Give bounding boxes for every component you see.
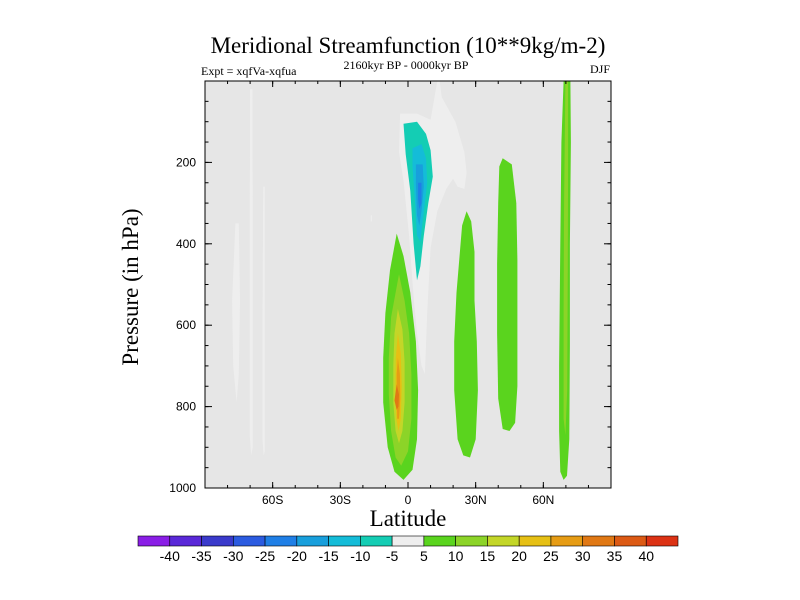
axis-ticks: 60S 30S 0 30N 60N 200 400 600 800 1000 bbox=[169, 81, 612, 507]
colorbar-label: 5 bbox=[420, 548, 428, 564]
colorbar-swatch bbox=[391, 535, 425, 547]
colorbar-swatch bbox=[232, 535, 266, 547]
colorbar-swatch bbox=[169, 535, 202, 547]
colorbar: -40 -35 -30 -25 -20 -15 -10 -5 5 10 15 20 25 30 35 40 bbox=[137, 535, 679, 564]
y-axis-label: Pressure (in hPa) bbox=[118, 208, 143, 365]
colorbar-label: -15 bbox=[318, 548, 338, 564]
y-tick-label: 400 bbox=[176, 237, 196, 251]
colorbar-swatch bbox=[614, 535, 647, 547]
colorbar-swatch bbox=[550, 535, 584, 547]
contour-nh-band-10 bbox=[563, 81, 569, 436]
x-tick-label: 30N bbox=[465, 493, 487, 507]
colorbar-swatch bbox=[328, 535, 361, 547]
x-axis-label: Latitude bbox=[370, 506, 447, 531]
contour-trop-neg-25 bbox=[418, 182, 422, 210]
left-label: Expt = xqfVa-xqfua bbox=[201, 64, 297, 78]
contour-sh-dot bbox=[370, 215, 372, 222]
x-tick-label: 60N bbox=[532, 493, 554, 507]
colorbar-label: 25 bbox=[543, 548, 559, 564]
x-tick-label: 30S bbox=[330, 493, 351, 507]
colorbar-swatch bbox=[455, 535, 488, 547]
contour-sh-cell-30 bbox=[394, 384, 399, 410]
colorbar-label: 40 bbox=[638, 548, 654, 564]
x-tick-label: 60S bbox=[262, 493, 283, 507]
colorbar-swatch bbox=[582, 535, 615, 547]
colorbar-label: -30 bbox=[223, 548, 243, 564]
colorbar-swatch bbox=[518, 535, 552, 547]
chart-title: Meridional Streamfunction (10**9kg/m-2) bbox=[211, 33, 606, 58]
colorbar-label: -35 bbox=[191, 548, 211, 564]
y-tick-label: 800 bbox=[176, 400, 196, 414]
colorbar-label: 10 bbox=[448, 548, 464, 564]
colorbar-label: -10 bbox=[350, 548, 370, 564]
colorbar-label: -25 bbox=[255, 548, 275, 564]
contour-sh-thin-band-b bbox=[249, 89, 253, 456]
contour-layer bbox=[232, 81, 571, 480]
colorbar-label: -40 bbox=[160, 548, 180, 564]
colorbar-label: 20 bbox=[511, 548, 527, 564]
colorbar-label: 15 bbox=[480, 548, 496, 564]
colorbar-swatch bbox=[487, 535, 520, 547]
contour-nh-cell-a bbox=[454, 211, 478, 458]
x-tick-label: 0 bbox=[405, 493, 412, 507]
colorbar-label: -20 bbox=[287, 548, 307, 564]
y-tick-label: 1000 bbox=[169, 481, 196, 495]
colorbar-swatch bbox=[645, 535, 679, 547]
subtitle: 2160kyr BP - 0000kyr BP bbox=[344, 58, 469, 72]
y-tick-label: 600 bbox=[176, 318, 196, 332]
colorbar-swatch bbox=[296, 535, 329, 547]
colorbar-swatch bbox=[137, 535, 171, 547]
colorbar-swatch bbox=[201, 535, 234, 547]
y-tick-label: 200 bbox=[176, 155, 196, 169]
colorbar-swatch bbox=[423, 535, 456, 547]
contour-nh-cell-b bbox=[497, 158, 518, 432]
contour-sh-thin-band-a bbox=[232, 223, 240, 403]
colorbar-label: 30 bbox=[575, 548, 591, 564]
contour-sh-thin-band-c bbox=[262, 186, 265, 456]
colorbar-label: -5 bbox=[386, 548, 399, 564]
season-label: DJF bbox=[590, 62, 610, 76]
colorbar-label: 35 bbox=[607, 548, 623, 564]
colorbar-swatch bbox=[360, 535, 393, 547]
colorbar-swatch bbox=[264, 535, 298, 547]
